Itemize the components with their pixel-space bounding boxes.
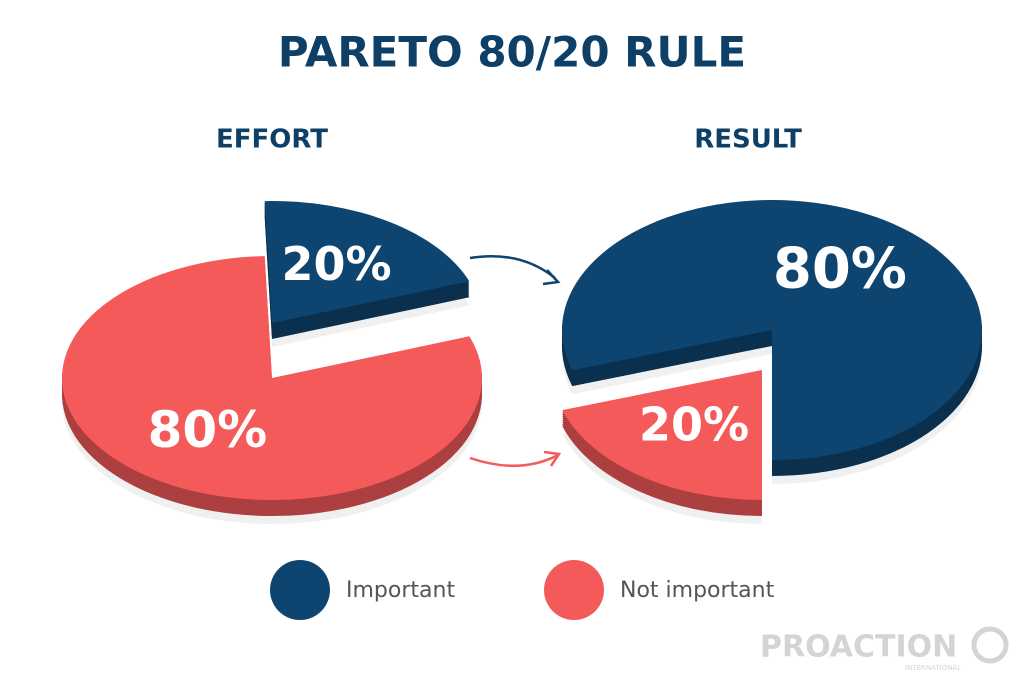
pie-slice — [562, 199, 983, 460]
legend-label: Not important — [620, 578, 775, 603]
arrows — [469, 254, 562, 467]
value-label: 20% — [639, 397, 749, 451]
chart-title: RESULT — [694, 125, 802, 155]
pie-slice — [562, 370, 762, 500]
legend-label: Important — [346, 578, 455, 603]
legend-swatch — [544, 560, 604, 620]
arrow-head — [543, 450, 562, 467]
arrow-head — [542, 269, 561, 286]
pie-slice — [264, 201, 470, 323]
pie-slice — [62, 256, 483, 500]
value-label: 20% — [282, 237, 392, 291]
value-label: 80% — [773, 236, 907, 301]
logo-mark — [971, 626, 1009, 664]
arrow — [469, 254, 556, 279]
chart-title: EFFORT — [216, 125, 328, 155]
logo: PROACTION INTERNATIONAL — [760, 626, 1009, 672]
pies: 20% 80% 80% 20% — [61, 199, 983, 524]
main-title: PARETO 80/20 RULE — [278, 28, 746, 77]
logo-tagline: INTERNATIONAL — [905, 664, 961, 672]
arrow — [469, 453, 559, 467]
legend: Important Not important — [270, 560, 775, 620]
logo-name: PROACTION — [760, 630, 957, 665]
value-label: 80% — [148, 401, 268, 459]
legend-swatch — [270, 560, 330, 620]
